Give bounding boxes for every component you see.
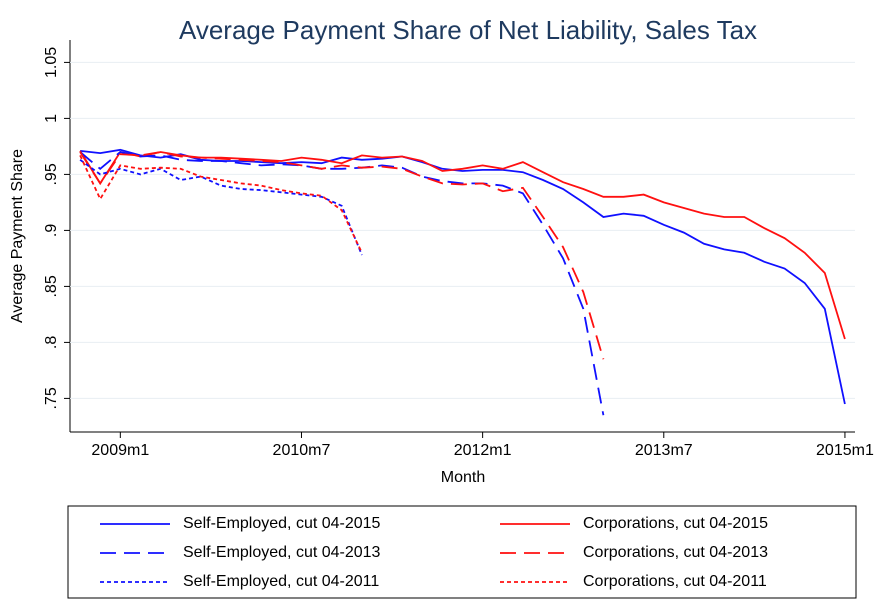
legend-label: Self-Employed, cut 04-2011 (183, 573, 379, 590)
y-tick-label: 1 (43, 114, 60, 123)
series-line (79, 150, 846, 340)
legend-label: Corporations, cut 04-2011 (583, 573, 767, 590)
x-tick-label: 2010m7 (273, 442, 331, 459)
y-tick-label: .9 (43, 224, 60, 237)
legend-label: Self-Employed, cut 04-2013 (183, 544, 381, 561)
legend-label: Corporations, cut 04-2015 (583, 515, 768, 532)
series-line (79, 159, 363, 256)
y-tick-label: .75 (43, 387, 60, 409)
y-tick-label: 1.05 (43, 47, 60, 78)
x-axis-title: Month (441, 469, 485, 486)
y-tick-label: .95 (43, 163, 60, 185)
series-line (79, 151, 605, 416)
chart-title: Average Payment Share of Net Liability, … (179, 15, 757, 45)
y-tick-label: .85 (43, 275, 60, 297)
y-tick-label: .8 (43, 336, 60, 349)
y-axis-title: Average Payment Share (9, 149, 26, 323)
series-line (80, 148, 846, 405)
legend-label: Self-Employed, cut 04-2015 (183, 515, 381, 532)
x-tick-label: 2013m7 (635, 442, 693, 459)
legend-box (67, 505, 857, 599)
legend-label: Corporations, cut 04-2013 (583, 544, 768, 561)
series-line (79, 151, 605, 360)
x-tick-label: 2015m1 (816, 442, 874, 459)
x-tick-label: 2009m1 (91, 442, 149, 459)
x-tick-label: 2012m1 (454, 442, 512, 459)
series-line (79, 155, 363, 254)
